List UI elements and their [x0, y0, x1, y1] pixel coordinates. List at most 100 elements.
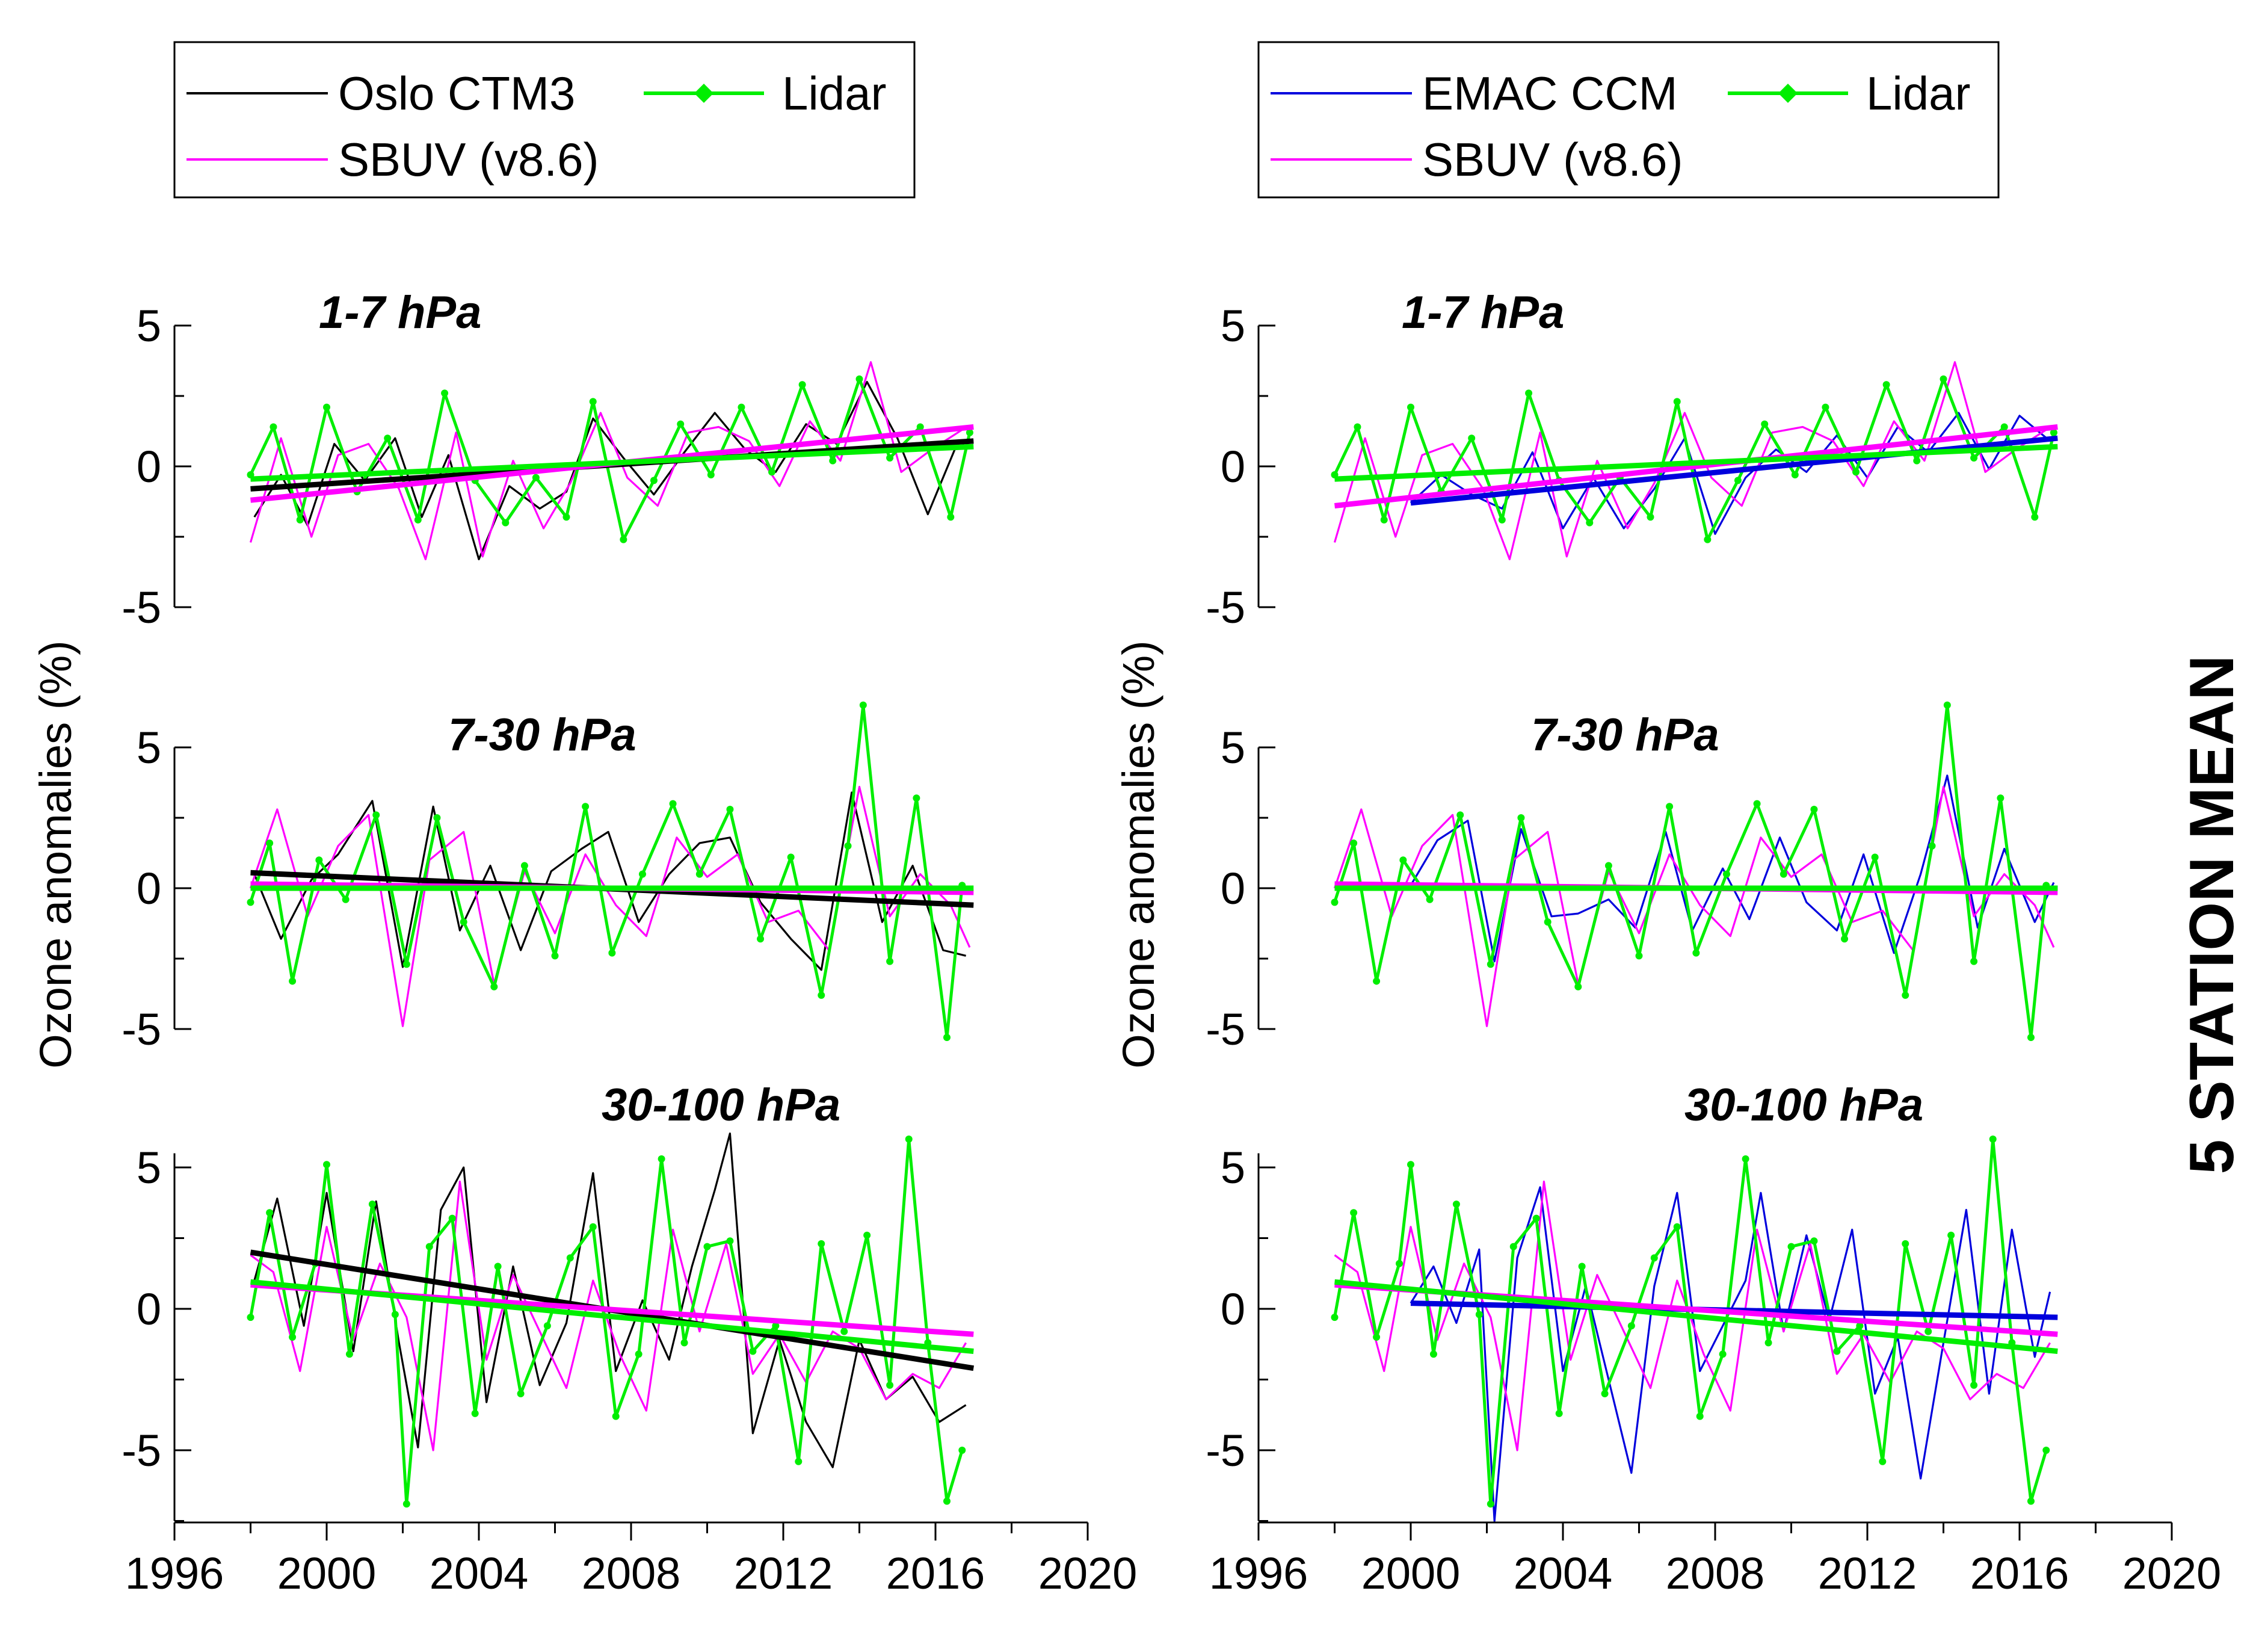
y-tick-label: -5	[122, 1426, 161, 1476]
panel-1-0: 5 0 -5 1-7 hPa	[1206, 287, 2058, 632]
lidar-marker	[1673, 398, 1681, 406]
trend-line-lidar	[1334, 443, 2058, 482]
panel-title: 7-30 hPa	[448, 709, 636, 761]
series-line-oslo	[253, 791, 966, 971]
lidar-marker	[695, 870, 703, 878]
lidar-marker	[517, 1390, 525, 1397]
lidar-marker	[1928, 842, 1936, 850]
lidar-marker	[958, 1447, 966, 1454]
y-tick-label: 5	[1221, 301, 1245, 351]
legend-label: SBUV (v8.6)	[1422, 133, 1683, 186]
lidar-marker	[844, 842, 852, 850]
lidar-marker	[391, 1311, 399, 1318]
lidar-marker	[1487, 1500, 1494, 1508]
trend-line-lidar	[250, 1279, 974, 1354]
lidar-marker	[1970, 957, 1978, 965]
panel-title: 30-100 hPa	[602, 1080, 840, 1131]
lidar-marker	[414, 516, 422, 524]
series-line-lidar	[249, 377, 972, 542]
y-tick-label: 5	[1221, 1143, 1245, 1193]
lidar-marker	[2042, 1447, 2050, 1454]
lidar-marker	[886, 1381, 894, 1389]
lidar-marker	[859, 701, 867, 709]
panel-0-2: 5 0 -5 30-100 hPa	[122, 1080, 975, 1522]
lidar-marker	[2027, 1034, 2035, 1042]
lidar-marker	[1373, 977, 1381, 985]
x-tick-label: 2004	[1514, 1548, 1613, 1598]
lidar-marker	[726, 1237, 734, 1245]
y-tick-label: 5	[137, 723, 161, 773]
lidar-marker	[1650, 1254, 1658, 1262]
lidar-marker	[768, 468, 776, 476]
x-tick-label: 2012	[734, 1548, 833, 1598]
lidar-marker	[1913, 457, 1921, 465]
lidar-marker	[798, 381, 806, 389]
y-axis-label-left: Ozone anomalies (%)	[31, 640, 81, 1069]
lidar-marker	[703, 1243, 711, 1250]
lidar-marker	[1373, 1334, 1381, 1341]
y-axis-label-right: Ozone anomalies (%)	[1114, 640, 1163, 1069]
x-tick-label: 2000	[277, 1548, 377, 1598]
lidar-marker	[1989, 1136, 1997, 1143]
lidar-marker	[345, 1350, 353, 1358]
lidar-marker	[247, 898, 254, 906]
legend-box	[1257, 41, 2000, 199]
y-tick-label: 0	[137, 442, 161, 492]
legend-label: Oslo CTM3	[338, 67, 575, 120]
lidar-marker	[1704, 536, 1712, 543]
panel-0-0: 5 0 -5 1-7 hPa	[122, 287, 974, 632]
panel-title: 7-30 hPa	[1531, 709, 1719, 761]
lidar-marker	[323, 403, 330, 411]
lidar-marker	[787, 853, 795, 861]
lidar-marker	[620, 536, 627, 543]
x-tick-label: 2008	[582, 1548, 681, 1598]
series-line-lidar	[249, 1137, 964, 1506]
y-tick-label: 5	[137, 301, 161, 351]
lidar-marker	[855, 375, 863, 383]
lidar-marker	[543, 1322, 551, 1330]
lidar-marker	[372, 811, 380, 819]
lidar-marker	[1856, 1322, 1864, 1330]
lidar-marker	[1555, 1409, 1563, 1417]
x-tick-label: 2020	[2122, 1548, 2222, 1598]
lidar-marker	[1498, 516, 1506, 524]
lidar-marker	[1787, 1243, 1795, 1250]
lidar-marker	[1722, 870, 1730, 878]
series-line-lidar	[1333, 377, 2056, 542]
lidar-marker	[1940, 375, 1947, 383]
lidar-marker	[1380, 516, 1388, 524]
lidar-marker	[1354, 423, 1361, 431]
panel-1-2: 5 0 -5 30-100 hPa	[1206, 1080, 2058, 1522]
lidar-marker	[402, 960, 410, 968]
x-tick-label: 2016	[1970, 1548, 2069, 1598]
lidar-marker	[947, 513, 955, 521]
lidar-marker	[1761, 420, 1769, 428]
lidar-marker	[1810, 1237, 1818, 1245]
lidar-marker	[315, 856, 323, 864]
lidar-marker	[490, 983, 498, 991]
lidar-marker	[1544, 918, 1552, 926]
lidar-marker	[1574, 983, 1582, 991]
x-tick-label: 2020	[1038, 1548, 1138, 1598]
lidar-marker	[795, 1457, 803, 1465]
lidar-marker	[1350, 1209, 1358, 1217]
y-tick-label: -5	[1206, 1004, 1245, 1054]
lidar-marker	[818, 991, 825, 999]
lidar-marker	[266, 839, 274, 847]
legend-right: EMAC CCM Lidar SBUV (v8.6)	[1257, 41, 2000, 199]
lidar-marker	[1947, 1231, 1955, 1239]
lidar-marker	[608, 949, 616, 957]
lidar-marker	[707, 471, 715, 479]
lidar-marker	[1742, 1155, 1749, 1163]
series-line-emac	[1410, 412, 2051, 535]
lidar-marker	[1882, 381, 1890, 389]
trend-line-lidar	[1334, 1279, 2058, 1354]
x-tick-label: 2000	[1361, 1548, 1461, 1598]
lidar-marker	[1666, 803, 1674, 811]
x-tick-label: 2004	[430, 1548, 529, 1598]
lidar-marker	[1487, 960, 1494, 968]
lidar-marker	[677, 420, 685, 428]
lidar-marker	[1879, 1457, 1887, 1465]
legend-label: Lidar	[1866, 67, 1970, 120]
